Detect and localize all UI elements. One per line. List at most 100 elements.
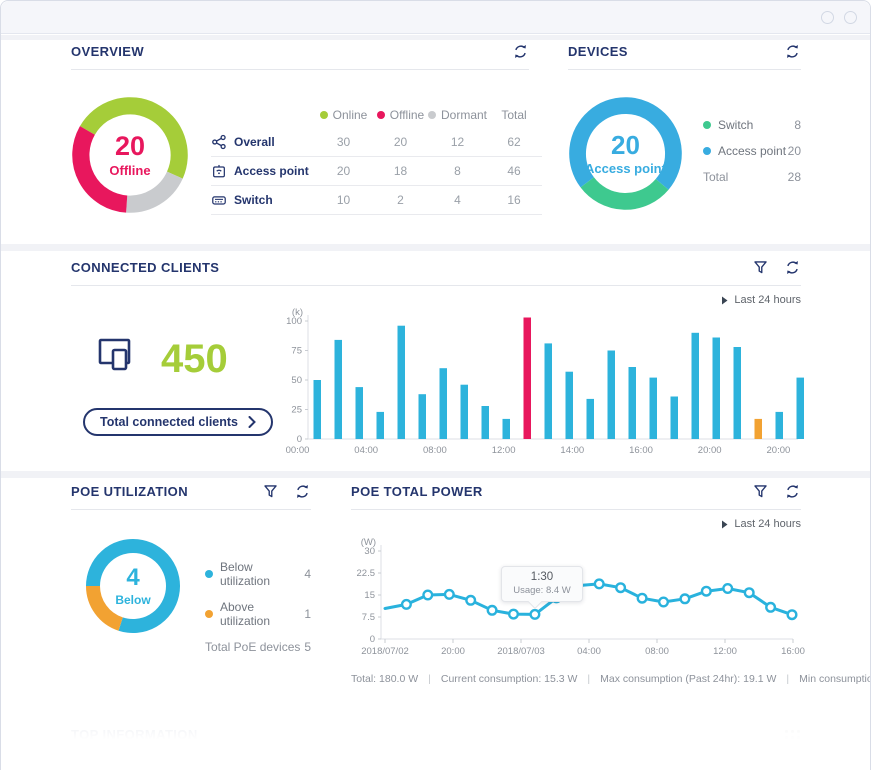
legend-value: 5 xyxy=(304,640,311,654)
switch-icon xyxy=(212,196,226,205)
refresh-icon[interactable] xyxy=(784,259,801,276)
total-connected-clients-button[interactable]: Total connected clients xyxy=(83,408,273,436)
client-bar xyxy=(607,350,615,439)
x-tick-label: 2018/07/03 xyxy=(497,646,545,657)
section-divider-band xyxy=(1,35,870,40)
cell-offline: 2 xyxy=(397,193,404,207)
section-divider-band xyxy=(1,471,870,478)
client-bar xyxy=(334,339,342,439)
x-tick-label: 16:00 xyxy=(781,646,805,657)
time-range-selector[interactable]: Last 24 hours xyxy=(71,293,801,307)
legend-value: 28 xyxy=(787,170,801,184)
row-label: Switch xyxy=(211,192,315,208)
client-bar xyxy=(460,384,468,439)
refresh-icon[interactable] xyxy=(294,483,311,500)
filter-icon[interactable] xyxy=(262,483,279,500)
play-triangle-icon xyxy=(722,520,728,528)
legend-value: 20 xyxy=(787,144,801,158)
section-title: TOP INFORMATION xyxy=(71,727,198,742)
y-tick-label: 100 xyxy=(286,316,302,327)
poe-stat: Current consumption: 15.3 W xyxy=(440,673,578,685)
data-point-marker xyxy=(636,592,648,604)
play-triangle-icon xyxy=(722,296,728,304)
drag-handle-dots-icon[interactable] xyxy=(785,729,801,740)
data-point-marker xyxy=(486,604,498,616)
filter-icon[interactable] xyxy=(752,259,769,276)
row-label: Access point xyxy=(211,163,315,179)
cell-total: 46 xyxy=(507,164,521,178)
section-title: POE TOTAL POWER xyxy=(351,484,483,499)
client-bar xyxy=(670,396,678,439)
cell-online: 30 xyxy=(336,135,351,149)
poe-utilization-legend: Below utilization 4 Above utilization 1 … xyxy=(205,560,311,666)
legend-label: Total xyxy=(703,170,729,184)
column-total: Total xyxy=(486,108,542,122)
poe-stat: Total: 180.0 W xyxy=(351,673,419,685)
client-bar xyxy=(733,347,741,439)
x-tick-label: 00:00 xyxy=(286,445,310,456)
total-clients-count: 450 xyxy=(161,337,228,381)
cell-offline: 20 xyxy=(393,135,408,149)
top-information-section: TOP INFORMATION xyxy=(71,727,801,742)
table-header-row: Online Offline Dormant Total xyxy=(211,102,542,128)
donut-segment-dormant xyxy=(126,171,183,213)
table-row-access-point: Access point 20 18 8 46 xyxy=(211,156,542,185)
refresh-icon[interactable] xyxy=(784,43,801,60)
poe-total-power-header: POE TOTAL POWER xyxy=(351,483,801,510)
x-tick-label: 08:00 xyxy=(423,445,447,456)
data-point-marker xyxy=(765,601,777,613)
table-row-overall: Overall 30 20 12 62 xyxy=(211,128,542,156)
window-control-circle[interactable] xyxy=(821,11,834,24)
x-tick-label: 04:00 xyxy=(577,646,601,657)
column-offline: Offline xyxy=(372,108,429,122)
column-label: Dormant xyxy=(441,108,488,122)
donut-segment-switch xyxy=(580,176,669,210)
legend-item-access-point: Access point 20 xyxy=(703,144,801,158)
poe-utilization-header: POE UTILIZATION xyxy=(71,483,311,510)
x-tick-label: 12:00 xyxy=(492,445,516,456)
legend-label: Total PoE devices xyxy=(205,640,301,654)
y-tick-label: 30 xyxy=(364,546,375,557)
x-tick-label: 20:00 xyxy=(698,445,722,456)
client-bar xyxy=(376,411,384,439)
poe-total-power-section: POE TOTAL POWER Last 24 hours (W) 0 7.5 xyxy=(351,483,870,685)
stat-separator: | xyxy=(587,673,591,685)
time-range-selector[interactable]: Last 24 hours xyxy=(351,517,801,531)
column-label: Online xyxy=(332,108,368,122)
connected-clients-summary: 450 Total connected clients xyxy=(71,307,286,459)
data-point-marker xyxy=(529,608,541,620)
refresh-icon[interactable] xyxy=(784,483,801,500)
legend-item-switch: Switch 8 xyxy=(703,118,801,132)
donut-segment-online xyxy=(79,97,188,179)
offline-dot-icon xyxy=(376,111,385,119)
client-bar xyxy=(481,406,489,439)
cell-total: 16 xyxy=(507,193,521,207)
client-bar xyxy=(397,325,405,439)
client-bar xyxy=(775,411,783,439)
button-label: Total connected clients xyxy=(100,415,238,429)
data-point-marker xyxy=(722,583,734,595)
x-tick-label: 2018/07/02 xyxy=(361,646,409,657)
window-control-circle[interactable] xyxy=(844,11,857,24)
chart-tooltip: 1:30 Usage: 8.4 W xyxy=(501,566,583,602)
poe-utilization-section: POE UTILIZATION 4 Bel xyxy=(71,483,311,666)
cell-dormant: 4 xyxy=(454,193,461,207)
y-tick-label: 0 xyxy=(297,434,302,445)
cell-online: 10 xyxy=(336,193,351,207)
client-bar xyxy=(355,387,363,439)
window-titlebar xyxy=(1,1,870,34)
access-point-label: Access point xyxy=(585,160,666,176)
overview-status-table: Online Offline Dormant Total xyxy=(211,102,542,215)
data-point-marker xyxy=(743,587,755,599)
overview-donut-chart: 20 Offline xyxy=(71,96,189,214)
row-label: Overall xyxy=(211,134,315,150)
window-controls xyxy=(821,11,857,24)
cell-offline: 18 xyxy=(393,164,408,178)
y-tick-label: 22.5 xyxy=(357,568,376,579)
legend-label: Below utilization xyxy=(220,560,271,588)
refresh-icon[interactable] xyxy=(512,43,529,60)
filter-icon[interactable] xyxy=(752,483,769,500)
legend-value: 8 xyxy=(794,118,801,132)
legend-value: 4 xyxy=(304,567,311,581)
